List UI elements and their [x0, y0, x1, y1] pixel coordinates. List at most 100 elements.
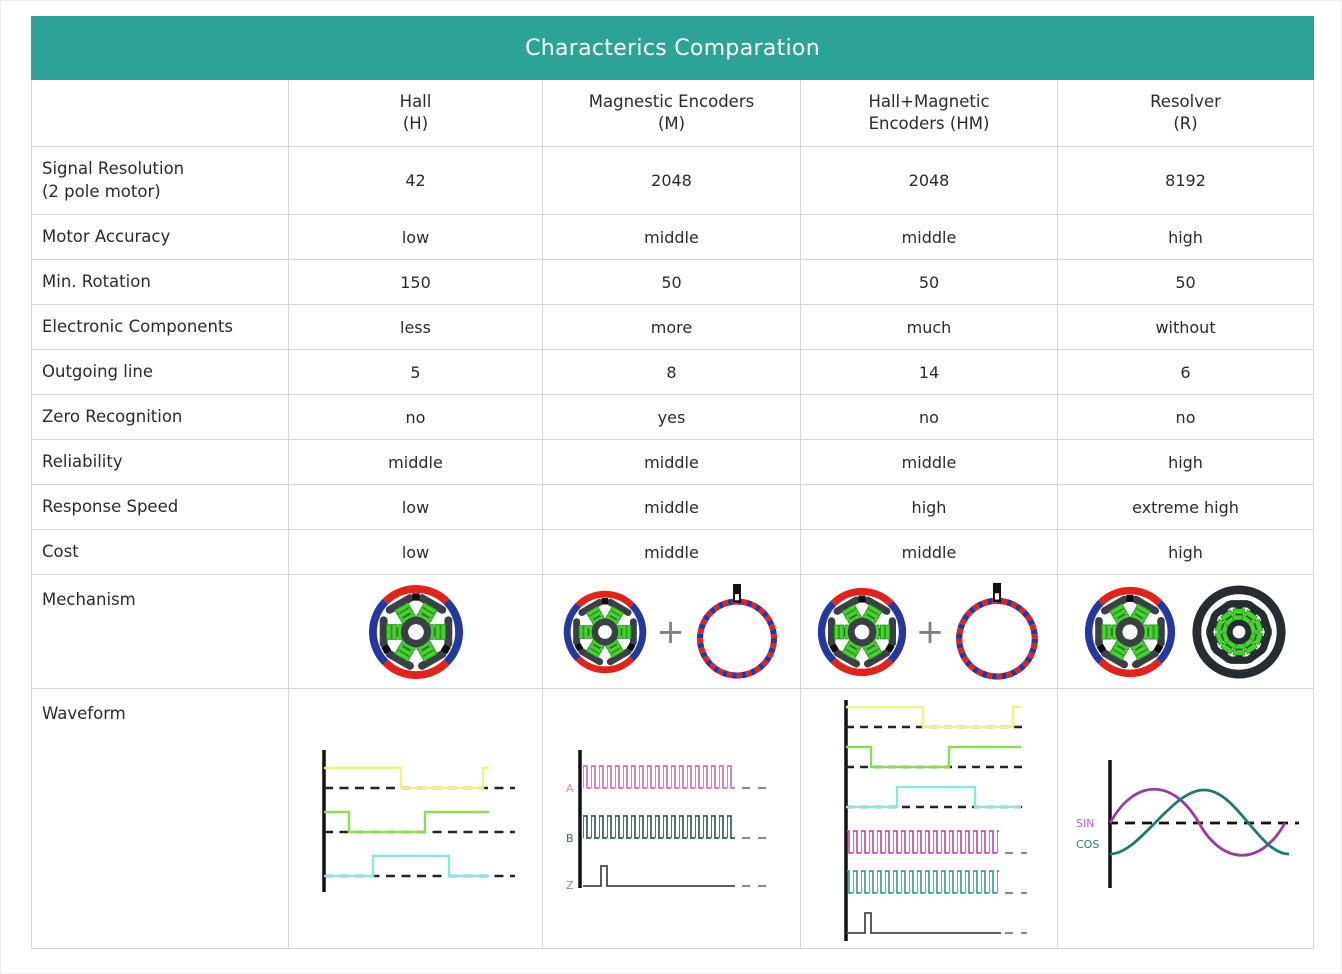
row-label: Electronic Components — [31, 304, 289, 350]
column-header-line: Encoders (HM) — [868, 114, 990, 133]
column-header-line: Hall — [399, 91, 432, 111]
value-cell: 2048 — [542, 146, 801, 215]
column-header-line: (H) — [402, 114, 429, 133]
value-cell: less — [288, 304, 543, 350]
mechanism-cell-hall — [288, 574, 543, 689]
value-cell: middle — [542, 484, 801, 530]
corner-cell — [31, 79, 289, 147]
table-title: Characterics Comparation — [30, 16, 1315, 80]
motor-cross-section-icon — [1083, 585, 1177, 679]
column-header-hall-magnetic: Hall+Magnetic Encoders (HM) — [800, 79, 1058, 147]
value-cell: middle — [288, 439, 543, 485]
column-header-magnetic-encoders: Magnestic Encoders (M) — [542, 79, 801, 147]
value-cell: high — [800, 484, 1058, 530]
table-row-signal-resolution: Signal Resolution (2 pole motor) 42 2048… — [31, 146, 1315, 215]
waveform-cell-hall-encoder — [800, 688, 1058, 949]
value-cell: 8192 — [1056, 146, 1315, 215]
table-row-min-rotation: Min. Rotation 150 50 50 50 — [31, 259, 1315, 305]
column-header-line: Hall+Magnetic — [868, 91, 990, 111]
value-cell: no — [288, 394, 543, 440]
encoder-waveform-chart: A B Z — [566, 750, 771, 892]
column-header-line: (R) — [1173, 114, 1198, 133]
motor-cross-section-icon — [816, 586, 908, 678]
motor-cross-section-icon — [562, 589, 648, 675]
column-header-line: (M) — [657, 114, 686, 133]
table-row-outgoing-line: Outgoing line 5 8 14 6 — [31, 349, 1315, 395]
row-label: Waveform — [31, 688, 289, 949]
table-row-motor-accuracy: Motor Accuracy low middle middle high — [31, 214, 1315, 260]
value-cell: without — [1056, 304, 1315, 350]
row-label: Response Speed — [31, 484, 289, 530]
motor-cross-section-icon — [367, 583, 465, 681]
channel-label-cos: COS — [1076, 838, 1099, 851]
value-cell: much — [800, 304, 1058, 350]
value-cell: 50 — [1056, 259, 1315, 305]
plus-sign: + — [915, 611, 945, 652]
table-row-zero-recognition: Zero Recognition no yes no no — [31, 394, 1315, 440]
table-row-cost: Cost low middle middle high — [31, 529, 1315, 575]
waveform-cell-hall — [288, 688, 543, 949]
header-row: Hall (H) Magnestic Encoders (M) Hall+Mag… — [31, 79, 1315, 147]
plus-sign: + — [656, 611, 685, 652]
row-label: Zero Recognition — [31, 394, 289, 440]
column-header-line: Resolver — [1150, 91, 1221, 111]
value-cell: low — [288, 529, 543, 575]
row-label: Reliability — [31, 439, 289, 485]
value-cell: yes — [542, 394, 801, 440]
value-cell: middle — [542, 529, 801, 575]
value-cell: middle — [800, 439, 1058, 485]
comparison-table: Characterics Comparation Hall (H) Magnes… — [30, 16, 1315, 949]
channel-label-b: B — [566, 832, 574, 845]
value-cell: middle — [800, 214, 1058, 260]
value-cell: low — [288, 484, 543, 530]
row-label: Outgoing line — [31, 349, 289, 395]
row-label: Cost — [31, 529, 289, 575]
value-cell: 14 — [800, 349, 1058, 395]
column-header-line: Magnestic Encoders — [588, 91, 755, 111]
channel-label-z: Z — [566, 879, 574, 892]
mechanism-cell-hall-magnetic: + — [800, 574, 1058, 689]
value-cell: more — [542, 304, 801, 350]
value-cell: high — [1056, 529, 1315, 575]
table-row-reliability: Reliability middle middle middle high — [31, 439, 1315, 485]
encoder-ring-icon — [952, 581, 1042, 682]
value-cell: 6 — [1056, 349, 1315, 395]
value-cell: high — [1056, 439, 1315, 485]
value-cell: no — [800, 394, 1058, 440]
row-label: Min. Rotation — [31, 259, 289, 305]
waveform-cell-encoder: A B Z — [542, 688, 801, 949]
mechanism-cell-magnetic-encoder: + — [542, 574, 801, 689]
value-cell: 50 — [542, 259, 801, 305]
encoder-ring-icon — [693, 582, 781, 681]
value-cell: middle — [542, 439, 801, 485]
value-cell: low — [288, 214, 543, 260]
value-cell: middle — [542, 214, 801, 260]
table-row-electronic-components: Electronic Components less more much wit… — [31, 304, 1315, 350]
channel-label-a: A — [566, 782, 574, 795]
table-row-mechanism: Mechanism + + — [31, 574, 1315, 689]
resolver-waveform-chart: SIN COS — [1076, 760, 1299, 888]
row-label: Signal Resolution (2 pole motor) — [31, 146, 289, 215]
value-cell: 150 — [288, 259, 543, 305]
value-cell: high — [1056, 214, 1315, 260]
value-cell: no — [1056, 394, 1315, 440]
resolver-icon — [1190, 583, 1288, 681]
column-header-hall: Hall (H) — [288, 79, 543, 147]
value-cell: 42 — [288, 146, 543, 215]
hall-encoder-waveform-chart — [844, 700, 1027, 941]
hall-waveform-chart — [321, 750, 515, 892]
value-cell: 5 — [288, 349, 543, 395]
value-cell: 50 — [800, 259, 1058, 305]
row-label: Motor Accuracy — [31, 214, 289, 260]
value-cell: extreme high — [1056, 484, 1315, 530]
column-header-resolver: Resolver (R) — [1056, 79, 1315, 147]
mechanism-cell-resolver — [1056, 574, 1315, 689]
table-row-waveform: Waveform A — [31, 688, 1315, 949]
value-cell: 8 — [542, 349, 801, 395]
row-label: Mechanism — [31, 574, 289, 689]
waveform-cell-resolver: SIN COS — [1056, 688, 1315, 949]
value-cell: 2048 — [800, 146, 1058, 215]
channel-label-sin: SIN — [1076, 817, 1094, 830]
value-cell: middle — [800, 529, 1058, 575]
